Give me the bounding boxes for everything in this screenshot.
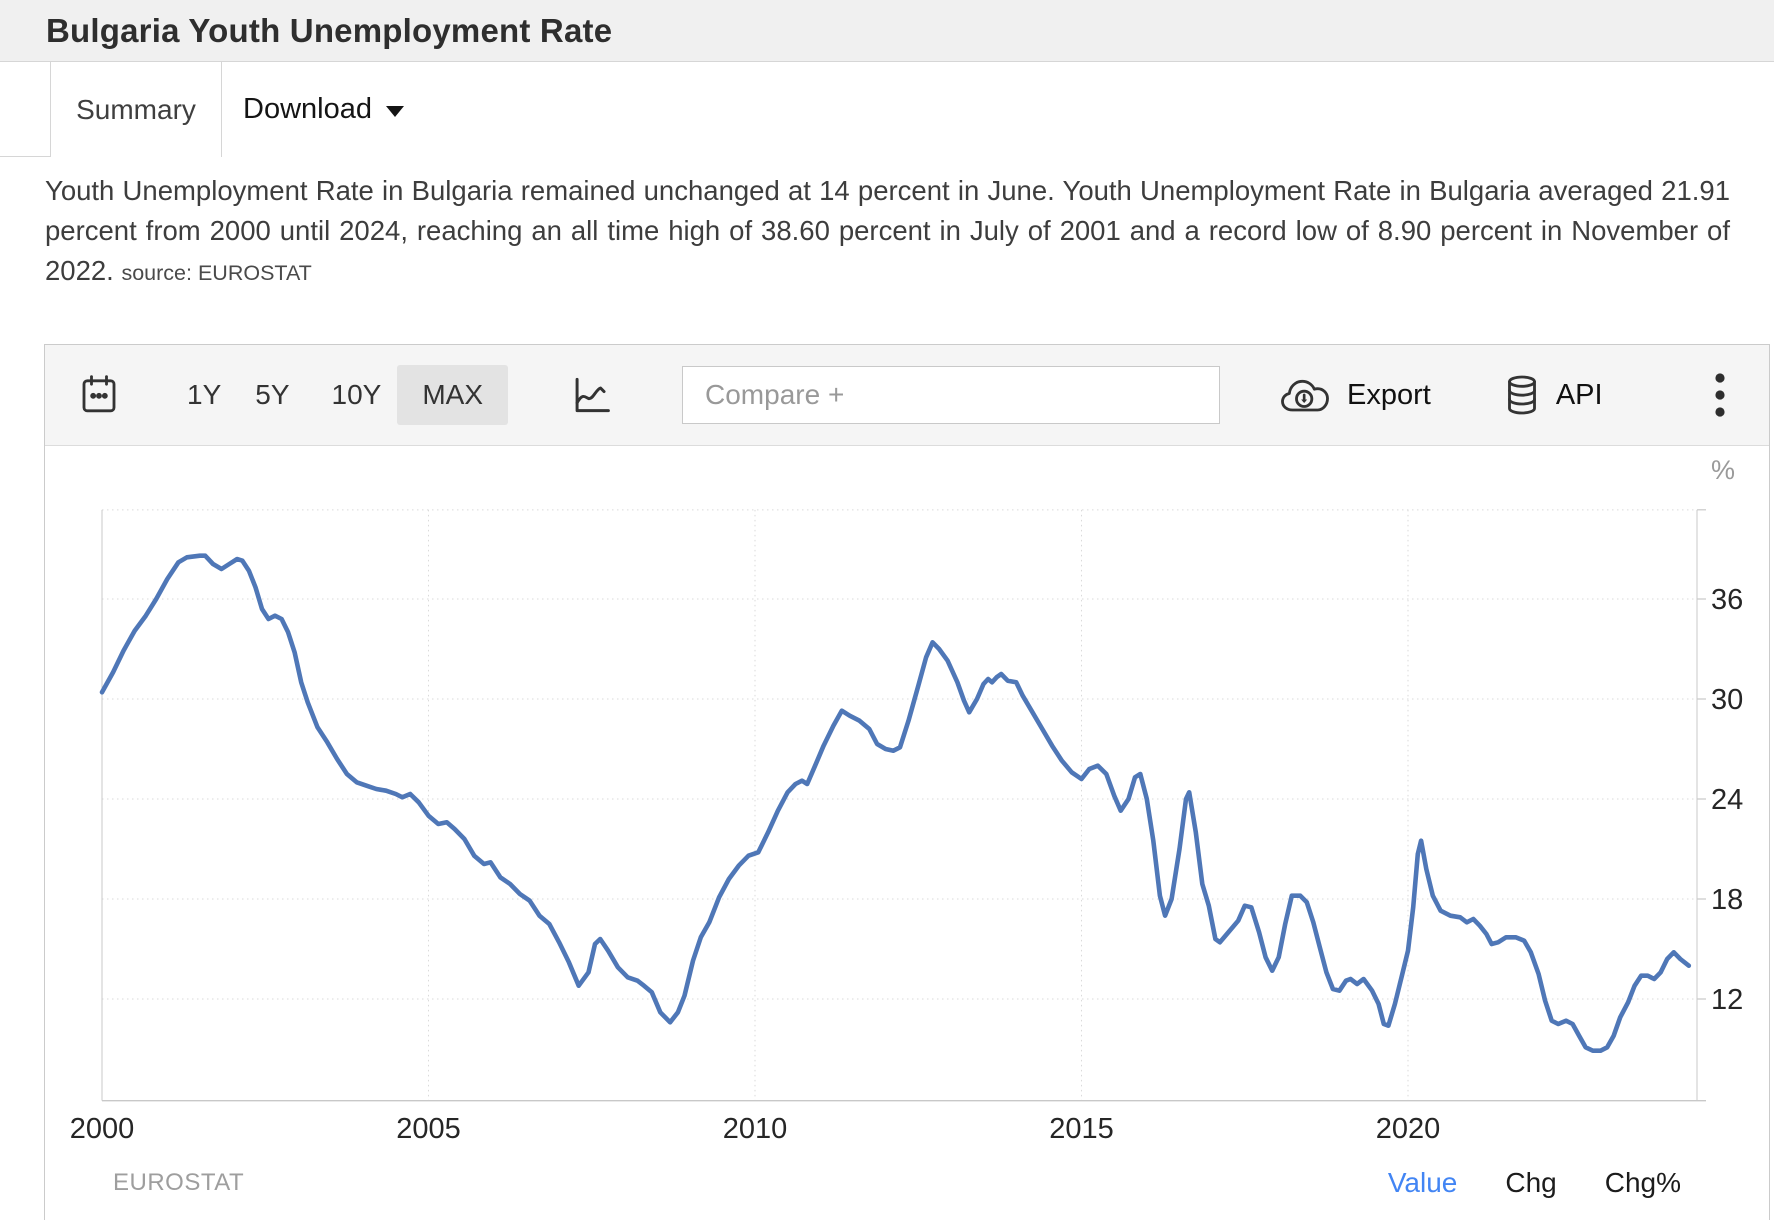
svg-text:%: % xyxy=(1711,455,1735,485)
export-button[interactable]: Export xyxy=(1280,377,1431,413)
tab-summary[interactable]: Summary xyxy=(50,62,222,157)
range-button-max[interactable]: MAX xyxy=(397,365,509,425)
value-toggle[interactable]: Value xyxy=(1387,1167,1458,1198)
svg-text:30: 30 xyxy=(1711,684,1743,716)
chart-source-label: EUROSTAT xyxy=(113,1169,245,1196)
tab-download[interactable]: Download xyxy=(222,62,404,157)
page-title: Bulgaria Youth Unemployment Rate xyxy=(46,11,613,49)
calendar-button[interactable] xyxy=(79,373,119,417)
line-chart-icon xyxy=(575,377,610,413)
svg-text:24: 24 xyxy=(1711,784,1743,816)
svg-text:36: 36 xyxy=(1711,584,1743,616)
line-chart[interactable]: 12 18 24 30 36% 2000 2005 2010 2015 2020 xyxy=(45,446,1769,1151)
database-icon xyxy=(1507,375,1536,415)
svg-text:2010: 2010 xyxy=(723,1113,788,1145)
chart-footer: EUROSTAT Value Chg Chg% xyxy=(45,1151,1769,1220)
api-button[interactable]: API xyxy=(1505,375,1603,415)
chart-card: 1Y 5Y 10Y MAX Export xyxy=(44,344,1770,1220)
more-options-button[interactable] xyxy=(1713,369,1727,421)
tab-summary-label: Summary xyxy=(76,93,196,125)
api-label: API xyxy=(1555,378,1603,411)
chart-type-button[interactable] xyxy=(570,375,612,415)
range-button-10y[interactable]: 10Y xyxy=(326,366,388,424)
tab-download-label: Download xyxy=(243,93,372,125)
svg-text:18: 18 xyxy=(1711,884,1743,916)
footer-links: Value Chg Chg% xyxy=(1388,1167,1681,1199)
svg-text:2015: 2015 xyxy=(1049,1113,1114,1145)
tab-bar: Summary Download xyxy=(0,62,1774,157)
cloud-download-icon xyxy=(1281,379,1329,412)
svg-text:12: 12 xyxy=(1711,984,1743,1016)
svg-text:2020: 2020 xyxy=(1376,1113,1441,1145)
range-button-5y[interactable]: 5Y xyxy=(249,366,295,424)
kebab-menu-icon xyxy=(1715,373,1725,417)
compare-input[interactable] xyxy=(682,366,1221,424)
chevron-down-icon xyxy=(385,106,404,117)
range-button-1y[interactable]: 1Y xyxy=(181,366,227,424)
chart-toolbar: 1Y 5Y 10Y MAX Export xyxy=(45,345,1769,446)
summary-text: Youth Unemployment Rate in Bulgaria rema… xyxy=(45,171,1730,293)
svg-text:2000: 2000 xyxy=(70,1113,135,1145)
source-note: source: EUROSTAT xyxy=(121,261,312,285)
chgpct-toggle[interactable]: Chg% xyxy=(1604,1167,1681,1198)
chart-plot-area[interactable]: 12 18 24 30 36% 2000 2005 2010 2015 2020 xyxy=(45,446,1769,1151)
page-header: Bulgaria Youth Unemployment Rate xyxy=(0,0,1774,62)
summary-body: Youth Unemployment Rate in Bulgaria rema… xyxy=(45,175,1730,286)
svg-text:2005: 2005 xyxy=(396,1113,461,1145)
chg-toggle[interactable]: Chg xyxy=(1505,1167,1557,1198)
tab-spacer xyxy=(0,62,50,157)
calendar-icon xyxy=(82,375,116,413)
export-label: Export xyxy=(1347,378,1431,411)
